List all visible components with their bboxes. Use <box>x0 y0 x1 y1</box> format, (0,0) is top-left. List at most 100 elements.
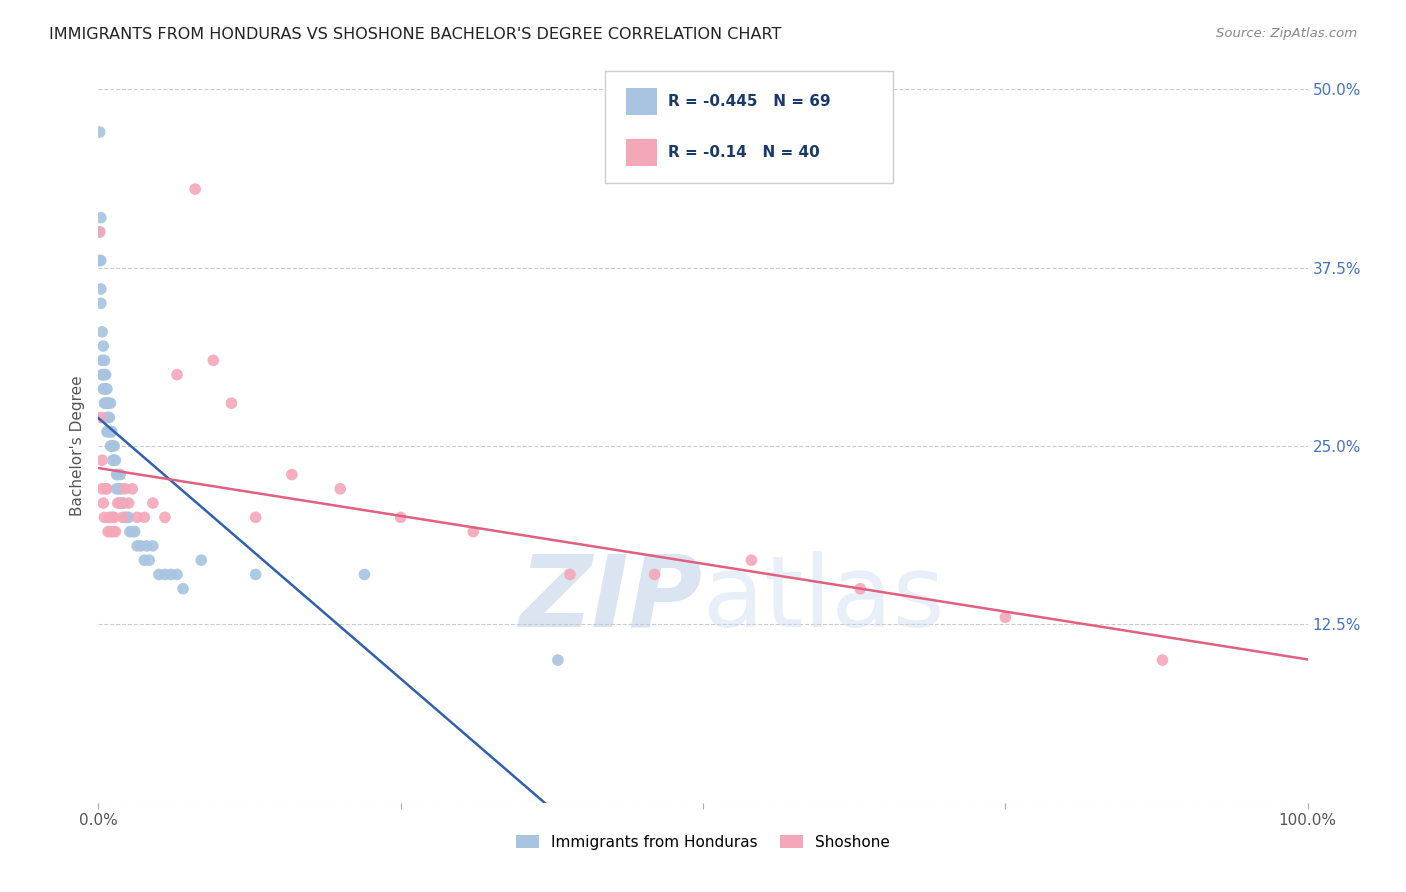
Point <box>547 653 569 667</box>
Text: R = -0.445   N = 69: R = -0.445 N = 69 <box>668 94 831 109</box>
Point <box>103 510 125 524</box>
Point <box>118 510 141 524</box>
Point <box>107 467 129 482</box>
Point <box>96 425 118 439</box>
Text: R = -0.14   N = 40: R = -0.14 N = 40 <box>668 145 820 161</box>
Point <box>108 482 131 496</box>
Point <box>108 496 131 510</box>
Point <box>100 524 122 539</box>
Point <box>353 567 375 582</box>
Point <box>93 368 115 382</box>
Point <box>184 182 207 196</box>
Point <box>101 524 124 539</box>
Point <box>118 496 141 510</box>
Point <box>101 453 124 467</box>
Point <box>849 582 872 596</box>
Point <box>100 425 122 439</box>
Point <box>100 396 122 410</box>
Point <box>112 496 135 510</box>
Point <box>103 453 125 467</box>
Point <box>93 396 115 410</box>
Point <box>114 482 136 496</box>
Point <box>245 567 267 582</box>
Point <box>100 439 122 453</box>
Point <box>104 524 127 539</box>
Point <box>91 496 114 510</box>
Point <box>153 567 176 582</box>
Point <box>96 482 118 496</box>
Y-axis label: Bachelor's Degree: Bachelor's Degree <box>70 376 86 516</box>
Point <box>135 539 157 553</box>
Point <box>98 425 121 439</box>
Point <box>329 482 352 496</box>
Point <box>96 410 118 425</box>
Legend: Immigrants from Honduras, Shoshone: Immigrants from Honduras, Shoshone <box>509 829 897 855</box>
Point <box>111 510 134 524</box>
Point <box>96 396 118 410</box>
Text: atlas: atlas <box>703 551 945 648</box>
Point <box>740 553 762 567</box>
Point <box>134 510 156 524</box>
Point <box>91 382 114 396</box>
Point <box>98 410 121 425</box>
Point <box>114 510 136 524</box>
Point <box>94 482 117 496</box>
Point <box>89 225 111 239</box>
Point <box>221 396 243 410</box>
Point <box>96 382 118 396</box>
Point <box>97 410 120 425</box>
Point <box>94 396 117 410</box>
Point <box>129 539 152 553</box>
Point <box>100 510 122 524</box>
Point <box>142 496 165 510</box>
Point <box>118 524 141 539</box>
Point <box>110 482 132 496</box>
Point <box>89 253 111 268</box>
Point <box>103 439 125 453</box>
Point <box>97 524 120 539</box>
Point <box>558 567 581 582</box>
Point <box>97 396 120 410</box>
Point <box>90 296 112 310</box>
Point <box>94 368 117 382</box>
Point <box>91 325 114 339</box>
Point <box>138 553 160 567</box>
Point <box>93 353 115 368</box>
Point <box>105 482 128 496</box>
Point <box>90 410 112 425</box>
Point <box>89 125 111 139</box>
Point <box>111 496 134 510</box>
Point <box>1152 653 1174 667</box>
Point <box>124 524 146 539</box>
Point <box>108 496 131 510</box>
Point <box>104 453 127 467</box>
Point <box>98 510 121 524</box>
Point <box>281 467 304 482</box>
Point <box>100 439 122 453</box>
Point <box>463 524 485 539</box>
Point <box>90 211 112 225</box>
Point <box>101 439 124 453</box>
Point <box>91 368 114 382</box>
Point <box>91 368 114 382</box>
Point <box>108 467 131 482</box>
Point <box>153 510 176 524</box>
Point <box>91 482 114 496</box>
Point <box>127 539 149 553</box>
Point <box>91 339 114 353</box>
Point <box>142 539 165 553</box>
Point <box>90 282 112 296</box>
Point <box>127 510 149 524</box>
Point <box>115 510 138 524</box>
Point <box>91 353 114 368</box>
Point <box>89 225 111 239</box>
Point <box>166 368 188 382</box>
Point <box>994 610 1017 624</box>
Point <box>93 510 115 524</box>
Point <box>93 382 115 396</box>
Point <box>172 582 194 596</box>
Point <box>148 567 170 582</box>
Point <box>100 425 122 439</box>
Point <box>94 382 117 396</box>
Point <box>107 496 129 510</box>
